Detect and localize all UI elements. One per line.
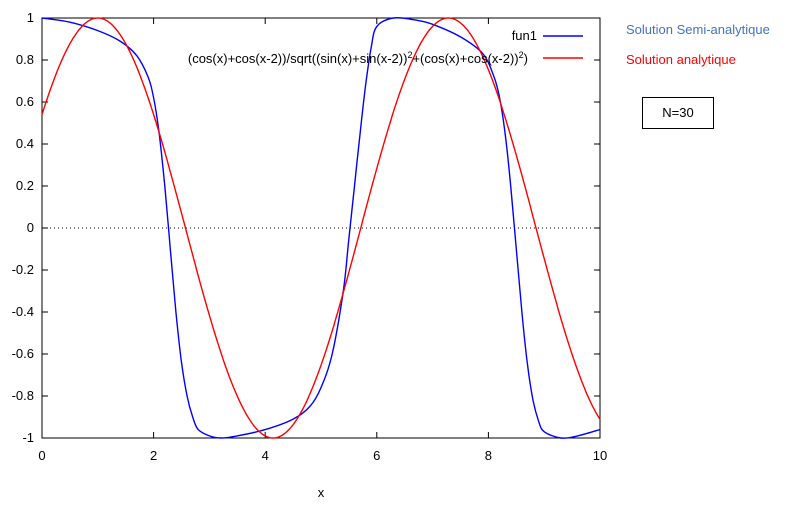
y-tick-label: 0 xyxy=(27,220,34,235)
y-tick-label: -0.2 xyxy=(12,262,34,277)
annotation-analytique: Solution analytique xyxy=(626,52,736,67)
legend-label-formula: (cos(x)+cos(x-2))/sqrt((sin(x)+sin(x-2))… xyxy=(188,50,528,66)
x-tick-label: 8 xyxy=(485,448,492,463)
ticks: 0 2 4 6 8 10 -1 -0.8 -0.6 -0.4 -0.2 0 0.2 0.4 0.6 0.8 1 xyxy=(12,10,608,463)
y-tick-label: -0.8 xyxy=(12,388,34,403)
y-tick-label: 0.2 xyxy=(16,178,34,193)
y-tick-label: 0.4 xyxy=(16,136,34,151)
y-tick-label: 0.6 xyxy=(16,94,34,109)
x-axis-label: x xyxy=(318,485,325,500)
y-tick-label: -0.4 xyxy=(12,304,34,319)
axes xyxy=(41,17,601,439)
y-tick-label: -1 xyxy=(22,430,34,445)
x-tick-label: 6 xyxy=(373,448,380,463)
annotation-semi-analytique: Solution Semi-analytique xyxy=(626,22,770,37)
y-tick-label: 1 xyxy=(27,10,34,25)
series-layer xyxy=(41,17,601,439)
y-tick-label: -0.6 xyxy=(12,346,34,361)
series-fun1-line xyxy=(41,17,601,439)
x-tick-label: 2 xyxy=(150,448,157,463)
x-tick-label: 10 xyxy=(593,448,607,463)
n-label-box: N=30 xyxy=(642,97,714,129)
legend-label-fun1: fun1 xyxy=(512,28,537,43)
legend: fun1 (cos(x)+cos(x-2))/sqrt((sin(x)+sin(… xyxy=(188,28,583,66)
x-tick-label: 4 xyxy=(262,448,269,463)
series-analytic-line xyxy=(41,17,601,439)
plot-frame xyxy=(41,17,601,439)
x-tick-label: 0 xyxy=(38,448,45,463)
y-tick-label: 0.8 xyxy=(16,52,34,67)
